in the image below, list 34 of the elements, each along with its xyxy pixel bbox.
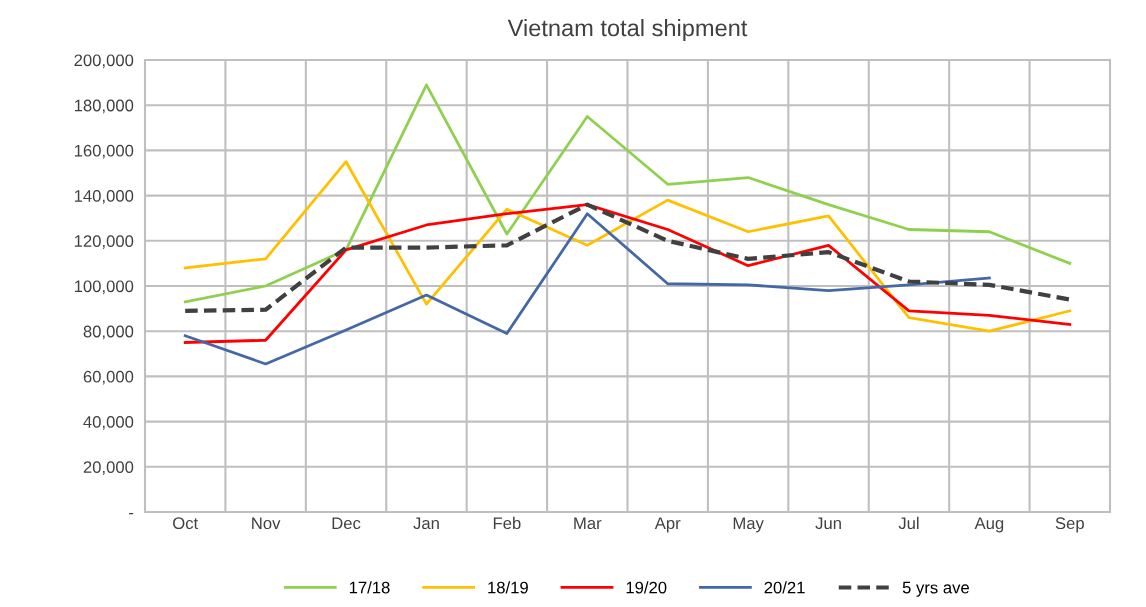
- line-series: [183, 83, 1072, 304]
- y-tick-label: 100,000: [74, 280, 134, 295]
- x-tick-label: Nov: [252, 517, 281, 530]
- x-tick-label: May: [733, 517, 764, 533]
- legend-label: 17/18: [349, 581, 390, 594]
- x-tick-label: Sep: [1055, 517, 1084, 533]
- legend-label: 18/19: [488, 581, 528, 594]
- line-series: [183, 203, 1072, 344]
- y-tick-label: 200,000: [74, 54, 134, 69]
- y-tick-label: 120,000: [74, 235, 134, 249]
- line-series: [183, 160, 1072, 333]
- x-tick-label: Oct: [173, 517, 199, 530]
- x-tick-label: Jan: [413, 517, 439, 530]
- x-tick-label: Apr: [654, 517, 681, 533]
- legend-label: 19/20: [626, 581, 667, 594]
- x-tick-label: Aug: [974, 517, 1004, 533]
- line-series: [183, 202, 1072, 313]
- y-tick-label: 20,000: [83, 461, 134, 475]
- x-tick-label: Jul: [898, 516, 919, 530]
- y-tick-label: 160,000: [74, 144, 134, 159]
- legend-label: 5 yrs ave: [902, 581, 969, 597]
- chart-title: Vietnam total shipment: [507, 19, 748, 41]
- x-tick-label: Feb: [493, 516, 521, 530]
- legend-label: 20/21: [764, 581, 805, 594]
- line-series: [183, 212, 991, 366]
- y-tick-label: 140,000: [74, 190, 134, 204]
- y-tick-label: 180,000: [74, 99, 134, 114]
- y-tick-label: -: [129, 512, 134, 515]
- y-tick-label: 40,000: [83, 416, 134, 430]
- x-tick-label: Dec: [332, 517, 361, 530]
- x-tick-label: Mar: [574, 517, 602, 530]
- y-tick-label: 80,000: [83, 325, 134, 340]
- y-tick-label: 60,000: [83, 370, 134, 385]
- x-tick-label: Jun: [815, 517, 841, 530]
